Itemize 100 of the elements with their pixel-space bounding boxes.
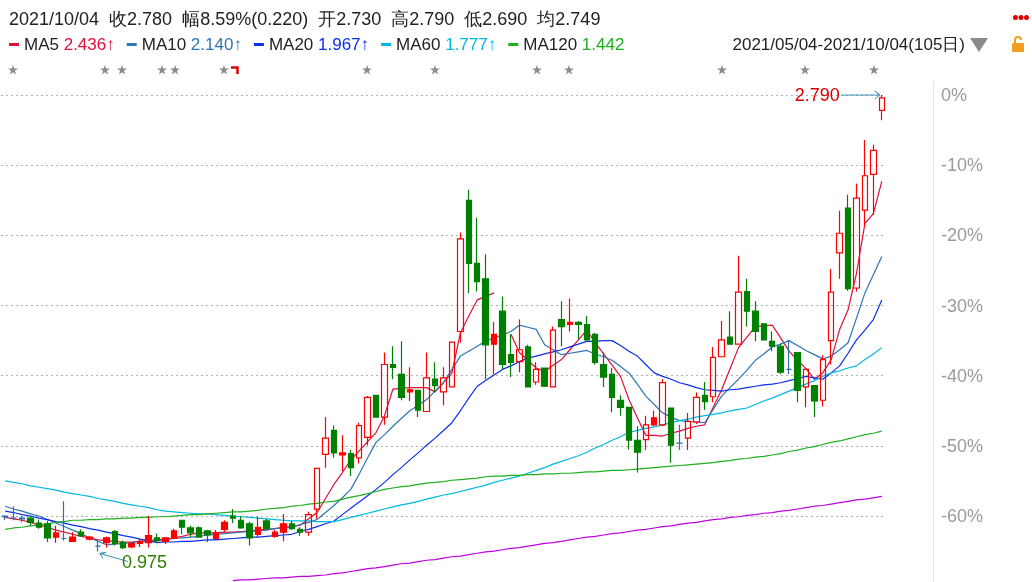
candlestick (675, 424, 684, 451)
candlestick (743, 278, 751, 328)
candlestick (220, 519, 229, 533)
candlestick (279, 513, 288, 542)
candlestick (186, 525, 195, 538)
candlestick (819, 354, 827, 408)
candlestick (557, 300, 566, 347)
candlestick (591, 332, 599, 366)
candlestick (136, 537, 144, 548)
candlestick (431, 361, 439, 393)
candlestick (869, 144, 878, 216)
candlestick (170, 528, 178, 540)
legend-label: MA5 2.436↑ (24, 35, 115, 54)
candlestick (355, 422, 363, 465)
annotation: 2.790 (794, 85, 840, 106)
legend-label: MA60 1.777↑ (396, 35, 497, 54)
candlestick (52, 525, 60, 544)
candlestick (642, 415, 650, 451)
candlestick (768, 330, 776, 352)
candlestick (338, 434, 347, 472)
y-tick-label: -40% (941, 365, 984, 386)
candlestick (203, 529, 212, 543)
candlestick (709, 346, 717, 403)
candlestick (658, 378, 667, 427)
candlestick (161, 537, 170, 545)
candlestick (625, 406, 633, 450)
candlestick (229, 508, 237, 524)
candlestick (810, 384, 819, 418)
candlestick (650, 410, 658, 427)
candlestick (448, 341, 456, 388)
candlestick (524, 344, 532, 388)
candlestick (262, 518, 271, 530)
candlestick (18, 515, 26, 523)
candlestick (35, 518, 43, 530)
candlestick (465, 189, 473, 294)
line-series (232, 495, 883, 582)
line-series (4, 347, 883, 523)
y-tick-label: -30% (941, 295, 984, 316)
candlestick (111, 529, 119, 547)
candlestick (119, 540, 127, 550)
candlestick (540, 367, 549, 388)
candlestick (195, 525, 203, 539)
candlestick (844, 194, 852, 292)
candlestick (802, 367, 810, 408)
candlestick (178, 519, 186, 535)
annotation: 0.975 (121, 552, 167, 573)
candlestick (507, 333, 515, 378)
candlestick (85, 535, 94, 542)
candlestick (498, 295, 507, 370)
candlestick (296, 526, 304, 537)
candlestick (212, 529, 220, 541)
y-tick-label: -50% (941, 435, 984, 456)
candlestick (692, 391, 701, 425)
candlestick (77, 528, 85, 538)
candlestick (473, 217, 481, 293)
candlestick (633, 425, 642, 474)
candlestick (878, 94, 886, 121)
candlestick (852, 182, 861, 293)
candlestick (414, 389, 422, 418)
candlestick (380, 351, 389, 426)
candlestick (288, 520, 296, 531)
candlestick (321, 416, 330, 469)
candlestick (549, 325, 557, 388)
candlestick (481, 253, 490, 380)
line-series (4, 299, 883, 544)
candlestick (515, 318, 524, 373)
candlestick (304, 511, 313, 537)
candlestick (684, 412, 692, 451)
candlestick (616, 394, 625, 417)
candlestick (583, 315, 591, 342)
y-tick-label: -60% (941, 506, 984, 527)
candlestick (751, 300, 760, 342)
candlestick (701, 381, 709, 411)
candlestick (68, 531, 77, 543)
line-series (4, 430, 883, 530)
candlestick (153, 532, 161, 544)
candlestick (574, 320, 583, 340)
candlestick (9, 505, 18, 521)
chart-subtitle: 2021/05/04-2021/10/04(105日) (732, 35, 965, 54)
candlestick (237, 515, 245, 530)
candlestick (532, 361, 540, 386)
candlestick (734, 255, 743, 345)
candlestick (43, 520, 52, 543)
candlestick (439, 366, 448, 406)
candlestick (254, 516, 262, 539)
candlestick (793, 351, 802, 403)
candlestick (608, 367, 616, 413)
candlestick (667, 407, 675, 464)
candlestick (330, 424, 338, 459)
candlestick (363, 395, 372, 446)
y-tick-label: -10% (941, 155, 984, 176)
legend-label: MA10 2.140↑ (141, 35, 242, 54)
candlestick (599, 351, 608, 388)
candlestick (726, 310, 734, 345)
candlestick (372, 394, 380, 418)
candlestick (347, 449, 355, 477)
y-tick-label: 0% (941, 85, 968, 106)
candlestick (835, 210, 844, 280)
chart-title: 2021/10/04 收2.780 幅8.59%(0.220) 开2.730 高2.790 低2.690 均2.749 (9, 9, 601, 29)
candlestick (26, 515, 35, 527)
